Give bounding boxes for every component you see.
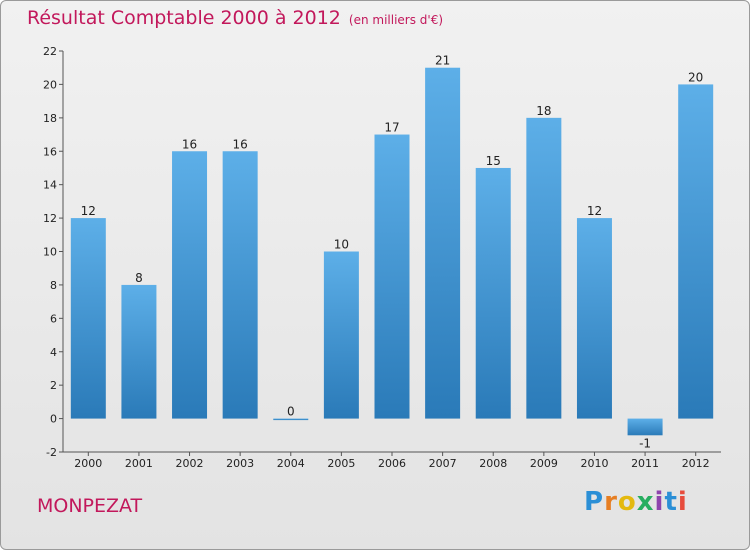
logo-letter: x [636, 487, 655, 517]
logo-letter: r [604, 487, 618, 517]
data-label: 12 [81, 204, 96, 218]
data-label: 0 [287, 405, 295, 419]
y-tick-label: 20 [43, 78, 57, 91]
data-label: 17 [384, 121, 399, 135]
bar [222, 151, 258, 419]
bar [273, 418, 309, 421]
data-label: 12 [587, 204, 602, 218]
bar [70, 218, 106, 419]
logo-letter: i [654, 487, 665, 517]
x-tick-label: 2000 [74, 457, 102, 470]
data-label: 16 [233, 137, 248, 151]
data-label: 21 [435, 54, 450, 68]
y-tick-label: 14 [43, 179, 57, 192]
y-tick-label: 22 [43, 45, 57, 58]
chart-bars [70, 67, 714, 436]
x-tick-label: 2006 [378, 457, 406, 470]
data-label: 10 [334, 238, 349, 252]
x-tick-label: 2004 [277, 457, 305, 470]
place-name: MONPEZAT [37, 495, 143, 517]
y-tick-label: 10 [43, 246, 57, 259]
bar [678, 84, 714, 419]
logo-letter: t [664, 487, 678, 517]
x-tick-label: 2008 [479, 457, 507, 470]
proxiti-logo[interactable]: Proxiti [584, 487, 688, 517]
bar [576, 218, 612, 419]
bar [475, 167, 511, 419]
x-tick-label: 2007 [429, 457, 457, 470]
data-label: 16 [182, 137, 197, 151]
y-tick-label: 4 [50, 346, 57, 359]
x-tick-label: 2003 [226, 457, 254, 470]
logo-letter: P [584, 487, 605, 517]
x-tick-label: 2010 [580, 457, 608, 470]
bar [121, 284, 157, 419]
x-tick-label: 2009 [530, 457, 558, 470]
bar [526, 117, 562, 419]
y-tick-label: -2 [46, 446, 57, 459]
bar [627, 418, 663, 436]
data-label: 8 [135, 271, 143, 285]
y-tick-label: 16 [43, 145, 57, 158]
bar [425, 67, 461, 419]
y-tick-label: 12 [43, 212, 57, 225]
data-label: 18 [536, 104, 551, 118]
y-tick-label: 18 [43, 112, 57, 125]
x-tick-label: 2012 [682, 457, 710, 470]
x-tick-label: 2005 [327, 457, 355, 470]
chart-title-unit: (en milliers d'€) [348, 13, 444, 27]
logo-letter: o [617, 487, 637, 517]
chart-labels: 12 8 16 16 0 10 17 21 15 18 12 -1 20 [81, 54, 704, 451]
x-tick-label: 2002 [176, 457, 204, 470]
data-label: 20 [688, 70, 703, 84]
y-tick-label: 0 [50, 413, 57, 426]
bar [172, 151, 208, 419]
chart-title-main: Résultat Comptable 2000 à 2012 [27, 7, 341, 29]
bar [374, 134, 410, 419]
bar [323, 251, 359, 419]
chart-title: Résultat Comptable 2000 à 2012 (en millie… [27, 7, 443, 29]
x-tick-label: 2011 [631, 457, 659, 470]
data-label: -1 [639, 436, 651, 450]
y-tick-label: 6 [50, 312, 57, 325]
logo-letter: i [677, 487, 688, 517]
y-tick-label: 2 [50, 379, 57, 392]
data-label: 15 [486, 154, 501, 168]
y-tick-label: 8 [50, 279, 57, 292]
x-tick-label: 2001 [125, 457, 153, 470]
